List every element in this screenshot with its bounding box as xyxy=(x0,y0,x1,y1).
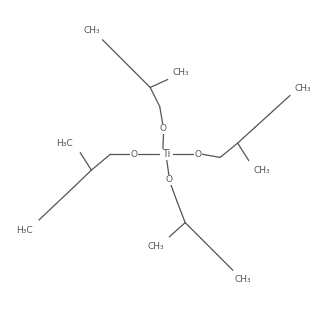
Text: O: O xyxy=(160,124,166,133)
Text: Ti: Ti xyxy=(162,149,170,159)
Text: H₃C: H₃C xyxy=(56,139,73,148)
Text: CH₃: CH₃ xyxy=(234,275,251,284)
Text: CH₃: CH₃ xyxy=(84,26,100,35)
Text: CH₃: CH₃ xyxy=(253,166,270,175)
Text: CH₃: CH₃ xyxy=(172,68,189,77)
Text: H₃C: H₃C xyxy=(16,226,33,235)
Text: O: O xyxy=(166,175,173,184)
Text: O: O xyxy=(131,150,138,159)
Text: O: O xyxy=(194,150,201,159)
Text: CH₃: CH₃ xyxy=(294,84,311,93)
Text: CH₃: CH₃ xyxy=(147,242,164,251)
